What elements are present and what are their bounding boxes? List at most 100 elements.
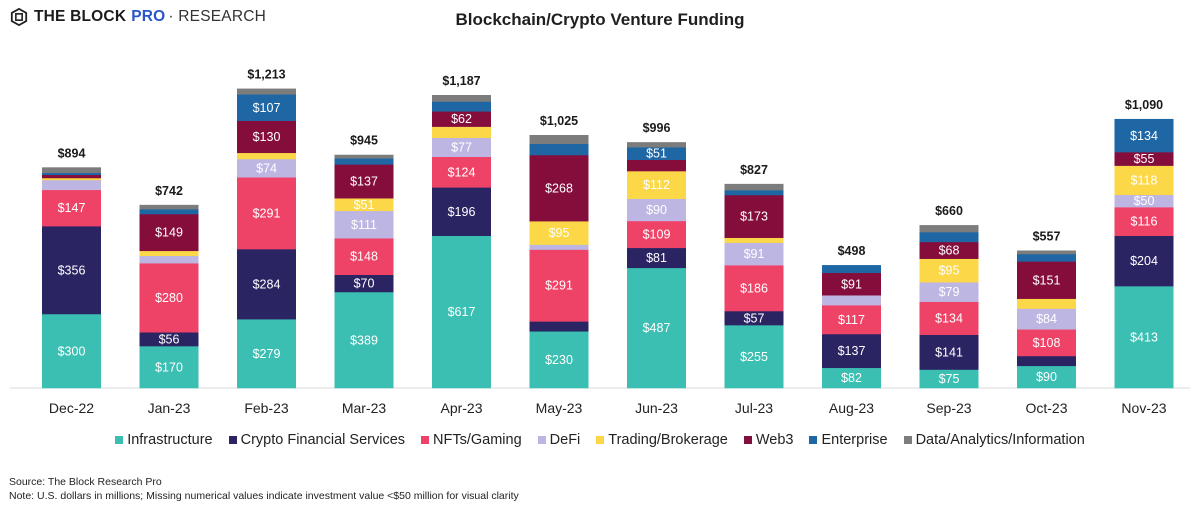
data-label: $79 [939, 285, 960, 299]
bar-segment-trading-brokerage [627, 171, 686, 199]
data-label: $118 [1131, 173, 1158, 187]
bar-segment-web3 [919, 241, 979, 259]
chart-footer: Source: The Block Research Pro Note: U.S… [9, 475, 519, 503]
legend-swatch [115, 436, 124, 444]
bar-segment-crypto-financial-services [1114, 235, 1174, 287]
bar-segment-crypto-financial-services [822, 333, 881, 369]
data-label: $112 [643, 178, 670, 192]
data-label: $68 [939, 244, 960, 258]
data-label: $109 [643, 228, 671, 242]
bar-segment-enterprise [1017, 253, 1076, 262]
legend-item-nfts-gaming: NFTs/Gaming [421, 432, 522, 448]
bar-segment-trading-brokerage [432, 126, 491, 139]
bar-segment-trading-brokerage [529, 221, 589, 245]
data-label: $186 [740, 281, 768, 295]
bar-segment-defi [334, 210, 394, 239]
bar-segment-defi [1114, 194, 1174, 208]
bar-segment-trading-brokerage [919, 258, 979, 283]
data-label: $148 [350, 250, 378, 264]
data-label: $95 [549, 226, 570, 240]
data-label: $51 [646, 147, 667, 161]
data-label: $70 [354, 277, 375, 291]
bar-segment-data-analytics-information [432, 95, 491, 102]
bar-segment-nfts-gaming [139, 263, 199, 333]
bar-segment-trading-brokerage [724, 237, 784, 243]
source-note: Source: The Block Research Pro [9, 476, 162, 488]
data-label: $57 [744, 311, 765, 325]
legend-item-trading-brokerage: Trading/Brokerage [596, 432, 728, 448]
bar-segment-defi [237, 158, 296, 178]
bar-segment-web3 [334, 164, 394, 199]
data-label: $356 [58, 263, 86, 277]
bar-segment-defi [822, 295, 881, 306]
legend-label: Crypto Financial Services [240, 432, 406, 448]
bar-segment-web3 [627, 159, 686, 172]
legend-label: DeFi [549, 432, 581, 448]
bar-segment-infrastructure [724, 325, 784, 389]
total-label: $894 [58, 146, 86, 160]
data-label: $413 [1130, 330, 1158, 344]
brand-research: · RESEARCH [168, 8, 267, 25]
total-label: $1,213 [247, 68, 285, 82]
legend-item-crypto-financial-services: Crypto Financial Services [228, 432, 406, 448]
bar-segment-trading-brokerage [1017, 298, 1076, 309]
data-label: $84 [1036, 312, 1057, 326]
chart-legend: Infrastructure Crypto Financial Services N… [0, 432, 1200, 448]
bar-segment-enterprise [822, 265, 881, 274]
data-label: $280 [155, 291, 183, 305]
bar-segment-web3 [1017, 261, 1076, 299]
data-label: $149 [155, 226, 183, 240]
bar-segment-enterprise [919, 231, 979, 243]
data-label: $279 [253, 347, 281, 361]
bar-segment-web3 [529, 154, 589, 222]
data-label: $111 [351, 218, 377, 232]
data-label: $75 [939, 372, 960, 386]
data-label: $291 [545, 279, 573, 293]
bar-segment-nfts-gaming [1114, 207, 1174, 236]
data-label: $95 [939, 264, 960, 278]
bar-stack-jan-23: $170 $56 $280 $149 [139, 204, 199, 389]
bar-segment-defi [139, 255, 199, 264]
bar-segment-defi [42, 179, 101, 191]
legend-label: Data/Analytics/Information [915, 432, 1085, 448]
bar-segment-nfts-gaming [432, 156, 491, 188]
data-label: $147 [58, 201, 86, 215]
total-label: $660 [935, 204, 963, 218]
data-label: $151 [1033, 273, 1061, 287]
data-label: $90 [646, 203, 667, 217]
bar-segment-infrastructure [237, 319, 296, 389]
data-label: $300 [58, 344, 86, 358]
x-tick-label: Aug-23 [829, 400, 874, 416]
bar-segment-nfts-gaming [529, 249, 589, 322]
bar-stack-jun-23: $487 $81 $109 $90 $112 $51 [627, 142, 686, 389]
bar-segment-web3 [42, 174, 101, 179]
bar-segment-data-analytics-information [334, 154, 394, 159]
bar-segment-crypto-financial-services [139, 332, 199, 347]
data-label: $196 [448, 205, 476, 219]
bar-stack-mar-23: $389 $70 $148 $111 $51 $137 [334, 154, 394, 389]
x-tick-label: Jan-23 [148, 400, 191, 416]
bar-segment-web3 [822, 272, 881, 296]
legend-swatch [596, 436, 605, 444]
data-label: $141 [935, 345, 963, 359]
bar-segment-data-analytics-information [529, 134, 589, 144]
legend-swatch [228, 436, 237, 444]
bar-segment-nfts-gaming [237, 177, 296, 250]
data-label: $134 [1130, 129, 1158, 143]
bar-segment-defi [627, 198, 686, 222]
legend-label: Enterprise [821, 432, 888, 448]
bar-segment-defi [724, 242, 784, 266]
data-label: $137 [838, 344, 866, 358]
bar-segment-nfts-gaming [627, 220, 686, 249]
legend-item-data-analytics-information: Data/Analytics/Information [903, 432, 1085, 448]
total-label: $996 [643, 121, 671, 135]
x-tick-label: Apr-23 [440, 400, 482, 416]
bar-segment-defi [529, 244, 589, 250]
bar-segment-enterprise [529, 143, 589, 156]
bar-segment-enterprise [724, 190, 784, 196]
data-label: $81 [646, 251, 667, 265]
bar-segment-web3 [139, 213, 199, 252]
bar-segment-nfts-gaming [919, 301, 979, 335]
bar-segment-web3 [1114, 152, 1174, 166]
data-label: $617 [448, 305, 476, 319]
